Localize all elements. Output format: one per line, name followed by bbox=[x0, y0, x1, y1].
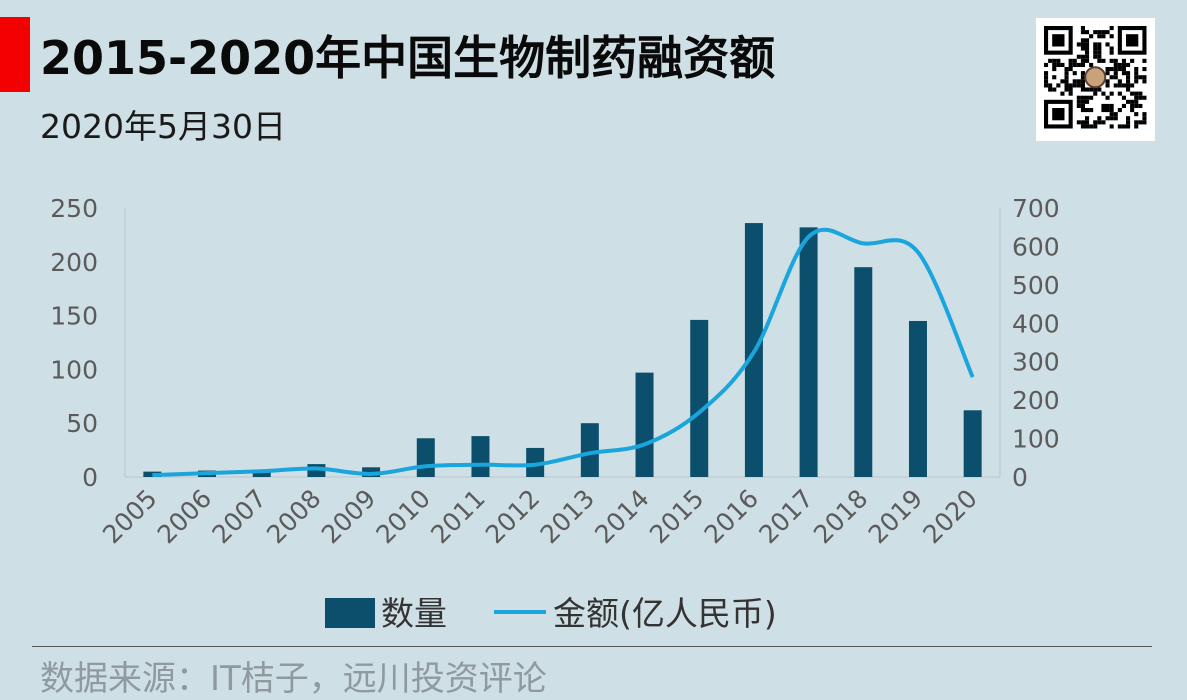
bar-2013 bbox=[581, 423, 599, 477]
bar-2018 bbox=[854, 267, 872, 477]
y-right-tick-label: 400 bbox=[1012, 309, 1060, 338]
bar-2014 bbox=[636, 373, 654, 477]
y-right-tick-label: 500 bbox=[1012, 271, 1060, 300]
x-tick-label: 2014 bbox=[589, 484, 654, 549]
y-right-tick-label: 700 bbox=[1012, 194, 1060, 223]
x-tick-label: 2020 bbox=[917, 484, 982, 549]
y-left-tick-label: 50 bbox=[66, 409, 98, 438]
legend-label-amount: 金额(亿人民币) bbox=[553, 594, 777, 633]
y-left-tick-label: 200 bbox=[50, 248, 98, 277]
x-tick-label: 2015 bbox=[644, 484, 709, 549]
line-amount bbox=[152, 230, 972, 475]
x-tick-label: 2019 bbox=[863, 484, 928, 549]
x-tick-label: 2016 bbox=[699, 484, 764, 549]
bar-2010 bbox=[417, 438, 435, 477]
x-tick-label: 2008 bbox=[261, 484, 326, 549]
footer-divider bbox=[32, 646, 1152, 647]
y-right-tick-label: 300 bbox=[1012, 348, 1060, 377]
y-right-tick-label: 0 bbox=[1012, 463, 1028, 492]
source-note: 数据来源：IT桔子，远川投资评论 bbox=[40, 651, 547, 700]
legend-label-count: 数量 bbox=[381, 594, 447, 633]
y-right-tick-label: 200 bbox=[1012, 386, 1060, 415]
bar-2019 bbox=[909, 321, 927, 477]
x-tick-label: 2012 bbox=[480, 484, 545, 549]
x-tick-label: 2013 bbox=[535, 484, 600, 549]
x-tick-label: 2010 bbox=[371, 484, 436, 549]
y-left-tick-label: 150 bbox=[50, 302, 98, 331]
y-right-tick-label: 600 bbox=[1012, 232, 1060, 261]
x-tick-label: 2005 bbox=[97, 484, 162, 549]
y-left-tick-label: 0 bbox=[82, 463, 98, 492]
bar-2017 bbox=[800, 227, 818, 477]
legend-swatch-count bbox=[325, 598, 375, 628]
x-tick-label: 2018 bbox=[808, 484, 873, 549]
bar-2015 bbox=[690, 320, 708, 477]
x-tick-label: 2017 bbox=[753, 484, 818, 549]
x-tick-label: 2009 bbox=[316, 484, 381, 549]
x-tick-label: 2011 bbox=[425, 484, 490, 549]
bar-2011 bbox=[471, 436, 489, 477]
x-tick-label: 2006 bbox=[152, 484, 217, 549]
y-right-tick-label: 100 bbox=[1012, 425, 1060, 454]
x-tick-label: 2007 bbox=[206, 484, 271, 549]
y-left-tick-label: 100 bbox=[50, 355, 98, 384]
y-left-tick-label: 250 bbox=[50, 194, 98, 223]
bar-2020 bbox=[964, 410, 982, 477]
